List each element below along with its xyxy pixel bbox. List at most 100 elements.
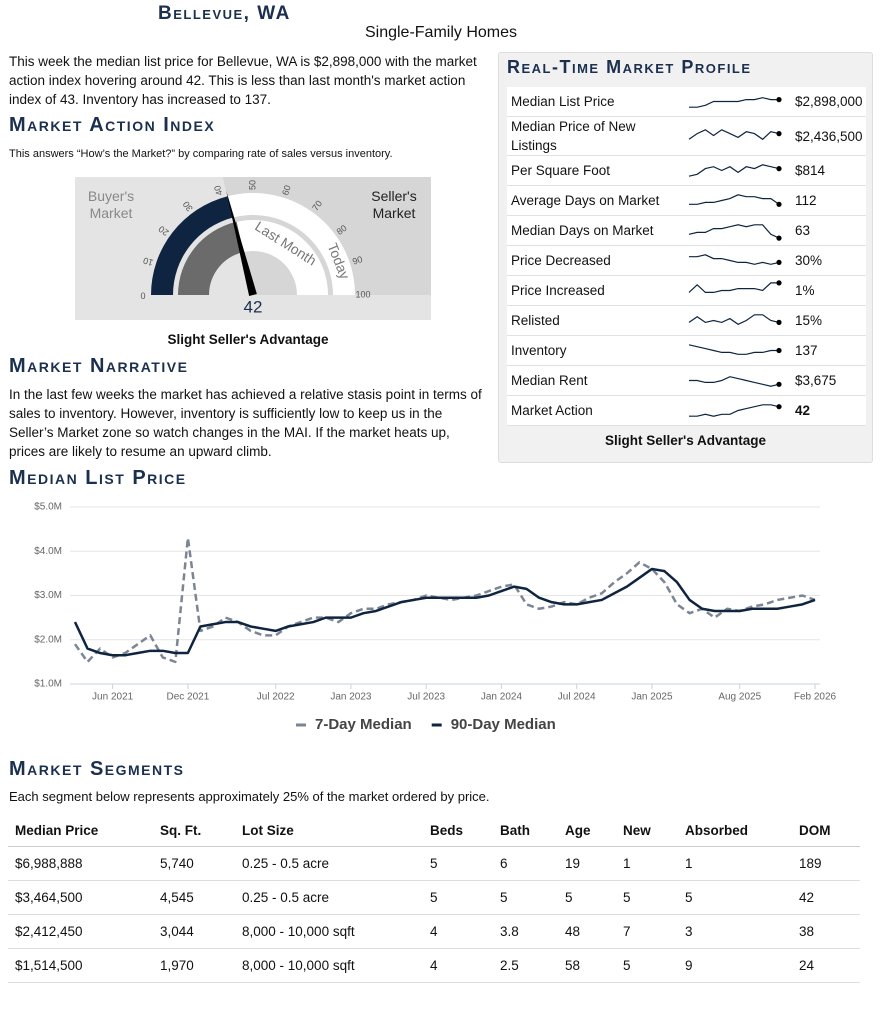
y-tick-label: $3.0M	[34, 590, 62, 601]
table-cell: 5	[678, 880, 792, 915]
chart-title: Median List Price	[9, 467, 187, 489]
table-cell: 9	[678, 948, 792, 983]
sparkline-line	[689, 193, 780, 205]
sparkline-end	[776, 165, 782, 171]
profile-value: 30%	[795, 253, 823, 268]
needle	[226, 190, 257, 296]
x-tick-label: Jan 2025	[631, 692, 673, 703]
table-row: $1,514,500 1,970 8,000 - 10,000 sqft 4 2.5 58…	[8, 948, 860, 983]
sellers-label: Seller's Market	[371, 188, 416, 221]
profile-value: $2,898,000	[795, 94, 863, 109]
sparkline-end	[776, 319, 782, 325]
table-row: $2,412,450 3,044 8,000 - 10,000 sqft 4 3.8 48…	[8, 914, 860, 949]
table-cell: 0.25 - 0.5 acre	[235, 846, 423, 881]
chart: $1.0M $2.0M $3.0M $4.0M $5.0M Jun 2021 Dec 202…	[34, 502, 837, 733]
profile-row: Average Days on Market 112	[507, 186, 866, 216]
gauge-tick-label: 10	[142, 255, 155, 268]
sparkline-line	[689, 96, 779, 108]
table-cell: 38	[792, 914, 860, 949]
column-header: Lot Size	[235, 815, 423, 847]
legend-label: 7-Day Median	[315, 716, 412, 733]
x-tick-label: Jul 2023	[407, 692, 445, 703]
description: Each segment below represents approximat…	[9, 789, 490, 804]
table-cell: 19	[558, 846, 616, 881]
page-subtitle: Single-Family Homes	[364, 24, 518, 41]
table-cell: 4	[423, 948, 493, 983]
section-heading: Market Narrative	[9, 355, 189, 377]
table-cell: 5	[616, 880, 678, 915]
sparkline-end	[776, 259, 782, 265]
profile-label: Median Rent	[511, 373, 588, 388]
gauge-value: 42	[244, 297, 263, 316]
table-cell: 42	[792, 880, 860, 915]
column-header: DOM	[792, 815, 860, 847]
x-tick-label: Jun 2021	[92, 692, 134, 703]
profile-label: Average Days on Market	[511, 193, 660, 208]
sparkline-end	[776, 131, 782, 137]
section-heading: Market Segments	[9, 758, 185, 780]
profile-label: Inventory	[511, 343, 567, 358]
profile-value: $814	[795, 163, 826, 178]
table-cell: 189	[792, 846, 860, 881]
sparkline-end	[776, 347, 782, 353]
sparkline	[688, 343, 782, 355]
table-cell: 1	[678, 846, 792, 881]
column-header: Median Price	[8, 815, 153, 847]
y-tick-label: $1.0M	[34, 679, 62, 690]
table-cell: 48	[558, 914, 616, 949]
x-tick-label: Jan 2024	[481, 692, 523, 703]
profile-value: 1%	[795, 283, 815, 298]
column-header: New	[616, 815, 678, 847]
profile-value: $2,436,500	[795, 128, 863, 144]
x-tick-label: Dec 2021	[166, 692, 209, 703]
table-cell: 7	[616, 914, 678, 949]
sparkline-line	[689, 375, 780, 387]
narrative: In the last few weeks the market has ach…	[9, 387, 482, 459]
profile-row: Per Square Foot $814	[507, 156, 866, 186]
section-heading: Market Action Index	[9, 114, 216, 136]
legend-label: 90-Day Median	[451, 716, 556, 733]
today-arc	[151, 196, 234, 295]
profile-row: Median Rent $3,675	[507, 366, 866, 396]
profile-label: Median Price of New Listings	[511, 119, 636, 153]
today-ring-rest	[227, 193, 355, 295]
sparkline-line	[688, 343, 779, 355]
profile-value: 137	[795, 343, 818, 358]
sparkline-end	[776, 403, 782, 409]
profile-label: Relisted	[511, 313, 560, 328]
table-cell: 5,740	[153, 846, 235, 881]
sparkline-end	[776, 235, 782, 241]
intro: This week the median list price for Bell…	[9, 54, 477, 107]
series-line	[73, 536, 816, 664]
sparkline	[688, 313, 782, 325]
profile-row: Median List Price $2,898,000	[507, 87, 866, 117]
gauge-tick-label: 90	[351, 254, 364, 267]
profile-caption: Slight Seller's Advantage	[604, 433, 766, 448]
sparkline	[689, 403, 782, 417]
y-tick-label: $5.0M	[34, 502, 62, 513]
profile-value: 63	[795, 223, 811, 238]
table-cell: $1,514,500	[8, 948, 153, 983]
x-tick-label: Aug 2025	[718, 692, 761, 703]
table-cell: $3,464,500	[8, 880, 153, 915]
column-header: Bath	[493, 815, 558, 847]
profile-heading: Real-Time Market Profile	[507, 57, 752, 77]
profile-row: Inventory 137	[507, 336, 866, 366]
sparkline-line	[689, 403, 780, 417]
sparkline	[689, 253, 782, 265]
table-cell: 3	[678, 914, 792, 949]
table-cell: 5	[423, 880, 493, 915]
sparkline-end	[776, 279, 782, 285]
sparkline	[689, 96, 782, 108]
last-month-arc	[178, 221, 244, 295]
sparkline	[689, 193, 782, 207]
table-row: $6,988,888 5,740 0.25 - 0.5 acre 5 6 19 1 1 189	[8, 846, 860, 881]
profile-label: Median Days on Market	[511, 223, 654, 238]
table-cell: 3.8	[493, 914, 558, 949]
table-cell: 1	[616, 846, 678, 881]
x-tick-label: Jan 2023	[330, 692, 372, 703]
table-cell: 24	[792, 948, 860, 983]
column-header: Sq. Ft.	[153, 815, 235, 847]
gauge-tick-label: 20	[157, 224, 171, 238]
x-tick-label: Feb 2026	[794, 692, 837, 703]
